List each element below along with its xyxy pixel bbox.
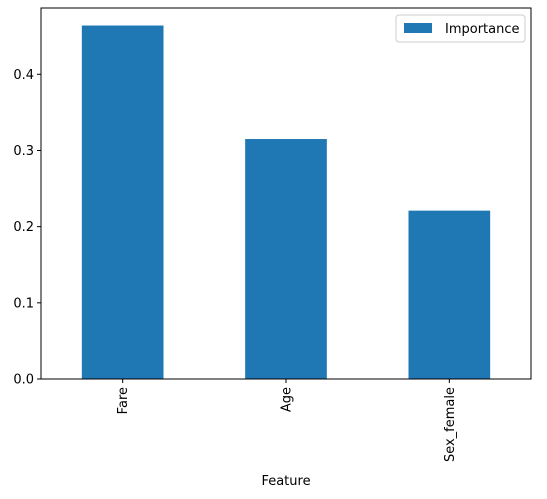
y-axis: 0.0 0.1 0.2 0.3 0.4 <box>13 68 41 388</box>
bars-group <box>81 25 491 380</box>
x-tick-label: Age <box>280 387 295 412</box>
legend-swatch <box>404 23 432 33</box>
y-tick-label: 0.3 <box>13 144 34 159</box>
y-tick-label: 0.4 <box>13 68 34 83</box>
y-tick-label: 0.0 <box>13 373 34 388</box>
legend-label: Importance <box>445 22 520 37</box>
y-tick-label: 0.2 <box>13 220 34 235</box>
plot-frame <box>40 7 532 380</box>
legend-box <box>395 14 526 43</box>
bar-fare <box>81 25 164 380</box>
bar-age <box>245 139 327 379</box>
x-axis-title: Feature <box>261 474 310 489</box>
x-tick-label: Fare <box>116 387 131 414</box>
x-axis: Fare Age Sex_female <box>116 379 458 462</box>
legend: Importance <box>395 14 526 43</box>
bar-sex-female <box>408 210 491 379</box>
y-tick-label: 0.1 <box>13 296 34 311</box>
x-tick-label: Sex_female <box>443 387 458 462</box>
